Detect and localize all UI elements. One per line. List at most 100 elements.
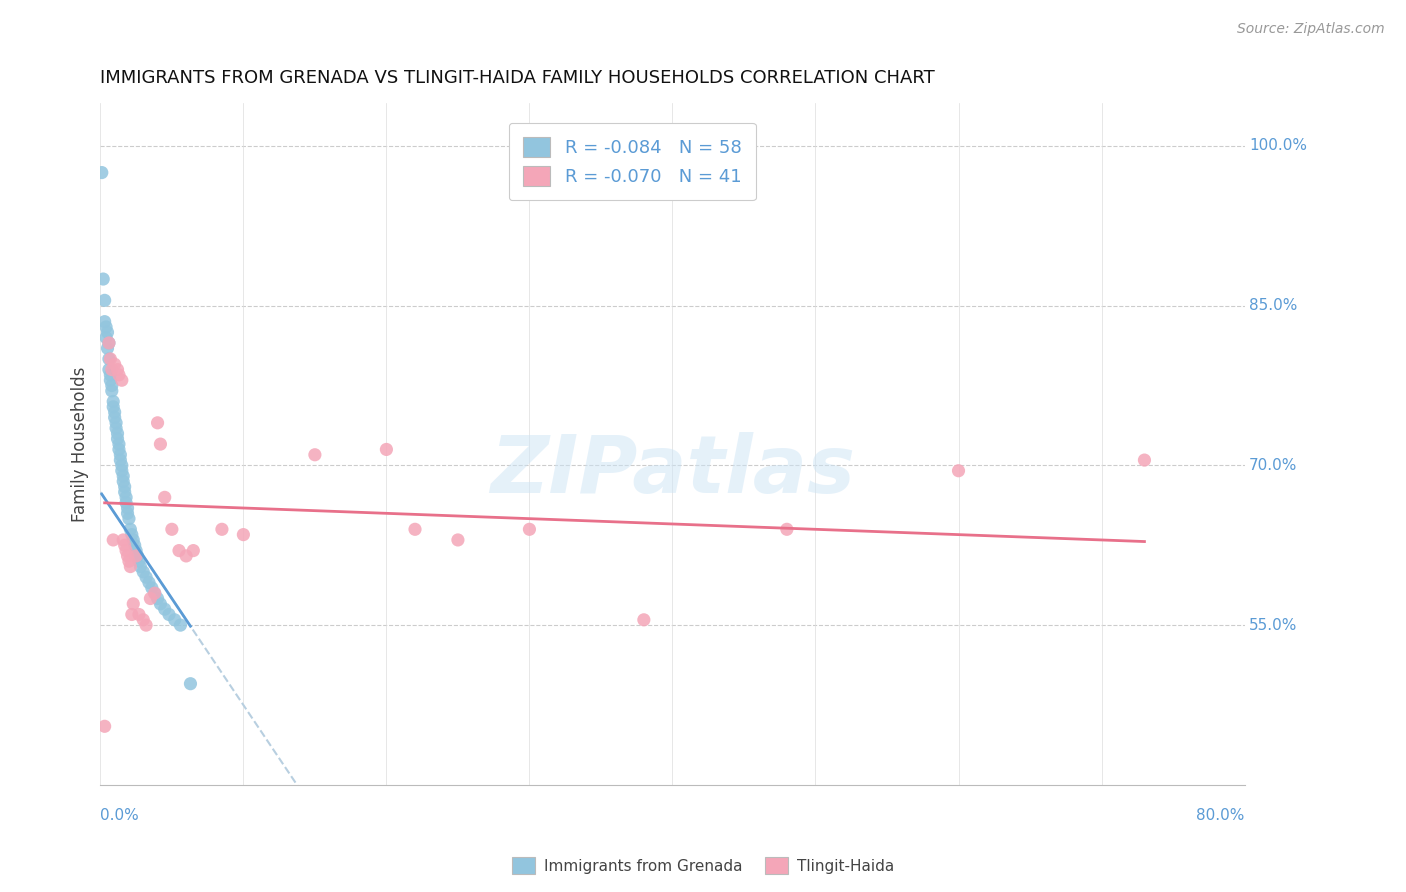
Point	[101, 362, 124, 376]
Text: 55.0%: 55.0%	[1249, 617, 1298, 632]
Text: 100.0%: 100.0%	[1249, 138, 1306, 153]
Point	[117, 549, 139, 563]
Text: IMMIGRANTS FROM GRENADA VS TLINGIT-HAIDA FAMILY HOUSEHOLDS CORRELATION CHART: IMMIGRANTS FROM GRENADA VS TLINGIT-HAIDA…	[100, 69, 935, 87]
Point	[107, 426, 129, 441]
Point	[167, 543, 190, 558]
Point	[107, 362, 129, 376]
Point	[98, 373, 121, 387]
Point	[404, 522, 426, 536]
Point	[103, 400, 125, 414]
Point	[115, 543, 138, 558]
Point	[132, 613, 155, 627]
Point	[94, 320, 117, 334]
Point	[93, 719, 115, 733]
Point	[146, 416, 169, 430]
Point	[120, 522, 142, 536]
Point	[107, 432, 129, 446]
Point	[110, 448, 132, 462]
Point	[93, 293, 115, 308]
Point	[112, 533, 135, 547]
Point	[97, 351, 120, 366]
Point	[211, 522, 233, 536]
Point	[93, 315, 115, 329]
Text: 70.0%: 70.0%	[1249, 458, 1298, 473]
Point	[174, 549, 197, 563]
Point	[110, 453, 132, 467]
Point	[128, 607, 150, 622]
Point	[111, 373, 134, 387]
Point	[146, 591, 169, 606]
Point	[104, 405, 127, 419]
Point	[115, 496, 138, 510]
Point	[117, 501, 139, 516]
Point	[112, 475, 135, 489]
Text: 0.0%: 0.0%	[100, 808, 139, 823]
Point	[104, 357, 127, 371]
Point	[105, 421, 128, 435]
Point	[135, 570, 157, 584]
Point	[118, 554, 141, 568]
Point	[115, 491, 138, 505]
Point	[948, 464, 970, 478]
Point	[153, 602, 176, 616]
Point	[96, 341, 118, 355]
Point	[776, 522, 799, 536]
Point	[128, 554, 150, 568]
Point	[94, 331, 117, 345]
Text: ZIPatlas: ZIPatlas	[489, 433, 855, 510]
Point	[179, 676, 201, 690]
Point	[127, 549, 149, 563]
Legend: R = -0.084   N = 58, R = -0.070   N = 41: R = -0.084 N = 58, R = -0.070 N = 41	[509, 122, 756, 201]
Point	[114, 538, 136, 552]
Point	[90, 165, 112, 179]
Point	[120, 559, 142, 574]
Point	[108, 437, 131, 451]
Point	[98, 351, 121, 366]
Text: 85.0%: 85.0%	[1249, 298, 1298, 313]
Point	[132, 565, 155, 579]
Point	[108, 442, 131, 457]
Point	[633, 613, 655, 627]
Point	[125, 543, 148, 558]
Point	[232, 527, 254, 541]
Point	[98, 368, 121, 382]
Point	[117, 506, 139, 520]
Point	[125, 549, 148, 563]
Point	[122, 533, 145, 547]
Point	[124, 538, 146, 552]
Point	[108, 368, 131, 382]
Point	[160, 522, 183, 536]
Point	[97, 335, 120, 350]
Text: Source: ZipAtlas.com: Source: ZipAtlas.com	[1237, 22, 1385, 37]
Point	[105, 416, 128, 430]
Point	[143, 586, 166, 600]
Point	[101, 384, 124, 398]
Point	[181, 543, 204, 558]
Point	[97, 335, 120, 350]
Point	[97, 362, 120, 376]
Point	[104, 410, 127, 425]
Y-axis label: Family Households: Family Households	[72, 367, 89, 522]
Point	[121, 607, 143, 622]
Point	[149, 597, 172, 611]
Point	[103, 394, 125, 409]
Point	[114, 480, 136, 494]
Point	[1133, 453, 1156, 467]
Point	[121, 527, 143, 541]
Point	[304, 448, 326, 462]
Point	[111, 464, 134, 478]
Point	[101, 378, 124, 392]
Point	[143, 586, 166, 600]
Point	[103, 533, 125, 547]
Point	[139, 591, 162, 606]
Point	[138, 575, 160, 590]
Point	[135, 618, 157, 632]
Point	[111, 458, 134, 473]
Point	[129, 559, 152, 574]
Text: 80.0%: 80.0%	[1197, 808, 1244, 823]
Point	[112, 469, 135, 483]
Legend: Immigrants from Grenada, Tlingit-Haida: Immigrants from Grenada, Tlingit-Haida	[506, 851, 900, 880]
Point	[118, 511, 141, 525]
Point	[91, 272, 114, 286]
Point	[122, 597, 145, 611]
